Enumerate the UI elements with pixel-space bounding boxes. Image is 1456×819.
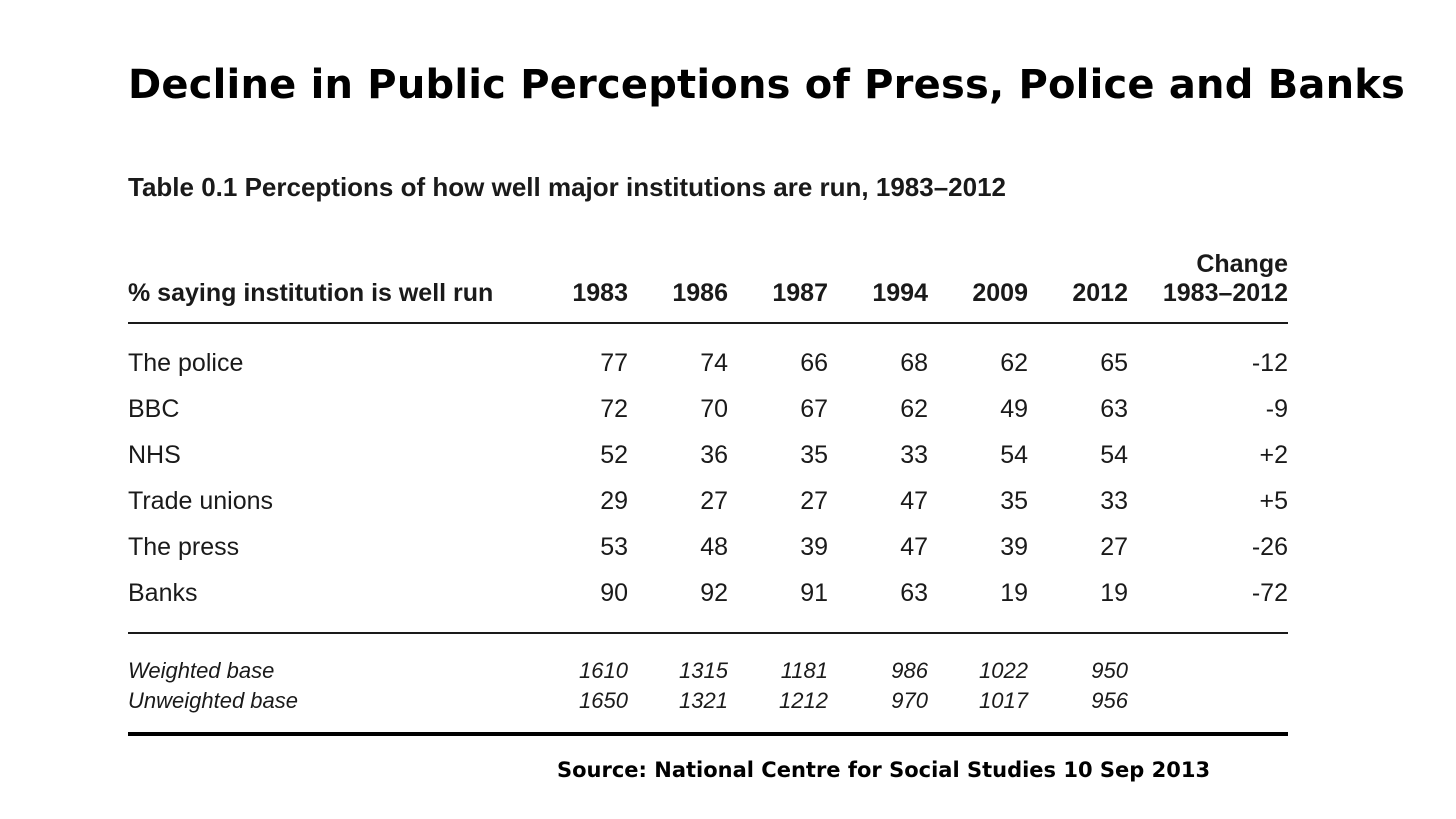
table-row: The police 77 74 66 68 62 65 -12 xyxy=(128,323,1288,386)
table-cell: 47 xyxy=(900,532,928,561)
change-cell: -26 xyxy=(1251,532,1288,561)
table-cell: 92 xyxy=(628,570,728,634)
table-caption: Table 0.1 Perceptions of how well major … xyxy=(128,172,1007,202)
change-cell: -9 xyxy=(1265,394,1288,423)
base-cell: 956 xyxy=(1028,686,1128,736)
table-cell: 72 xyxy=(600,394,628,423)
base-cell: 1181 xyxy=(780,658,828,683)
base-cell: 1212 xyxy=(728,686,828,736)
table-cell: 47 xyxy=(900,486,928,515)
row-label: The press xyxy=(128,532,240,561)
table-cell: 90 xyxy=(528,570,628,634)
perceptions-table: % saying institution is well run 1983 19… xyxy=(128,230,1288,736)
table-cell: 33 xyxy=(900,440,928,469)
table-cell: 27 xyxy=(1100,532,1128,561)
table-cell: 35 xyxy=(800,440,828,469)
base-cell: 1650 xyxy=(528,686,628,736)
table-cell: 65 xyxy=(1100,348,1128,377)
change-cell: +5 xyxy=(1259,486,1288,515)
table-header-row: % saying institution is well run 1983 19… xyxy=(128,230,1288,324)
table-cell: 70 xyxy=(700,394,728,423)
table-cell: 54 xyxy=(1100,440,1128,469)
column-header-institution: % saying institution is well run xyxy=(128,230,528,324)
table-row: BBC 72 70 67 62 49 63 -9 xyxy=(128,386,1288,432)
table-cell: 63 xyxy=(828,570,928,634)
row-label: The police xyxy=(128,348,244,377)
table-cell: 39 xyxy=(800,532,828,561)
table-cell: 63 xyxy=(1100,394,1128,423)
base-cell: 970 xyxy=(828,686,928,736)
table-row: The press 53 48 39 47 39 27 -26 xyxy=(128,524,1288,570)
table-cell: 67 xyxy=(800,394,828,423)
page-title: Decline in Public Perceptions of Press, … xyxy=(128,62,1406,108)
base-cell: 1315 xyxy=(679,658,728,683)
base-cell: 1610 xyxy=(579,658,628,683)
table-cell: 91 xyxy=(728,570,828,634)
table-row: NHS 52 36 35 33 54 54 +2 xyxy=(128,432,1288,478)
table-cell: 27 xyxy=(700,486,728,515)
base-cell: 1022 xyxy=(979,658,1028,683)
table-cell: 33 xyxy=(1100,486,1128,515)
table-cell: 52 xyxy=(600,440,628,469)
table-cell: 66 xyxy=(800,348,828,377)
change-header-line2: 1983–2012 xyxy=(1162,279,1288,307)
column-header-year: 1986 xyxy=(628,230,728,324)
table-cell: 53 xyxy=(600,532,628,561)
change-cell: +2 xyxy=(1259,440,1288,469)
table-cell: 19 xyxy=(928,570,1028,634)
source-note: Source: National Centre for Social Studi… xyxy=(557,758,1211,782)
table-row: Trade unions 29 27 27 47 35 33 +5 xyxy=(128,478,1288,524)
table-cell: 27 xyxy=(800,486,828,515)
column-header-year: 2009 xyxy=(928,230,1028,324)
base-cell: 986 xyxy=(891,658,928,683)
base-label: Weighted base xyxy=(128,658,275,683)
table-cell: 35 xyxy=(1000,486,1028,515)
column-header-year: 1983 xyxy=(528,230,628,324)
column-header-change: Change 1983–2012 xyxy=(1128,230,1288,324)
row-label: BBC xyxy=(128,394,180,423)
table-cell: 62 xyxy=(1000,348,1028,377)
table-cell: 39 xyxy=(1000,532,1028,561)
change-cell: -72 xyxy=(1128,570,1288,634)
base-cell-empty xyxy=(1128,686,1288,736)
base-row: Weighted base 1610 1315 1181 986 1022 95… xyxy=(128,633,1288,686)
base-cell: 1321 xyxy=(628,686,728,736)
base-cell: 950 xyxy=(1091,658,1128,683)
base-row: Unweighted base 1650 1321 1212 970 1017 … xyxy=(128,686,1288,736)
change-header-line1: Change xyxy=(1196,250,1288,278)
change-cell: -12 xyxy=(1251,348,1288,377)
table-cell: 36 xyxy=(700,440,728,469)
row-label: Banks xyxy=(128,570,528,634)
table-cell: 49 xyxy=(1000,394,1028,423)
table-cell: 29 xyxy=(600,486,628,515)
table-cell: 74 xyxy=(700,348,728,377)
base-label: Unweighted base xyxy=(128,686,528,736)
column-header-year: 1994 xyxy=(828,230,928,324)
table-cell: 54 xyxy=(1000,440,1028,469)
base-cell: 1017 xyxy=(928,686,1028,736)
row-label: NHS xyxy=(128,440,181,469)
column-header-year: 1987 xyxy=(728,230,828,324)
base-cell-empty xyxy=(1128,633,1288,686)
table-cell: 48 xyxy=(700,532,728,561)
table-cell: 62 xyxy=(900,394,928,423)
row-label: Trade unions xyxy=(128,486,273,515)
table-row: Banks 90 92 91 63 19 19 -72 xyxy=(128,570,1288,634)
table-cell: 19 xyxy=(1028,570,1128,634)
column-header-year: 2012 xyxy=(1028,230,1128,324)
table-cell: 77 xyxy=(600,348,628,377)
table-cell: 68 xyxy=(900,348,928,377)
